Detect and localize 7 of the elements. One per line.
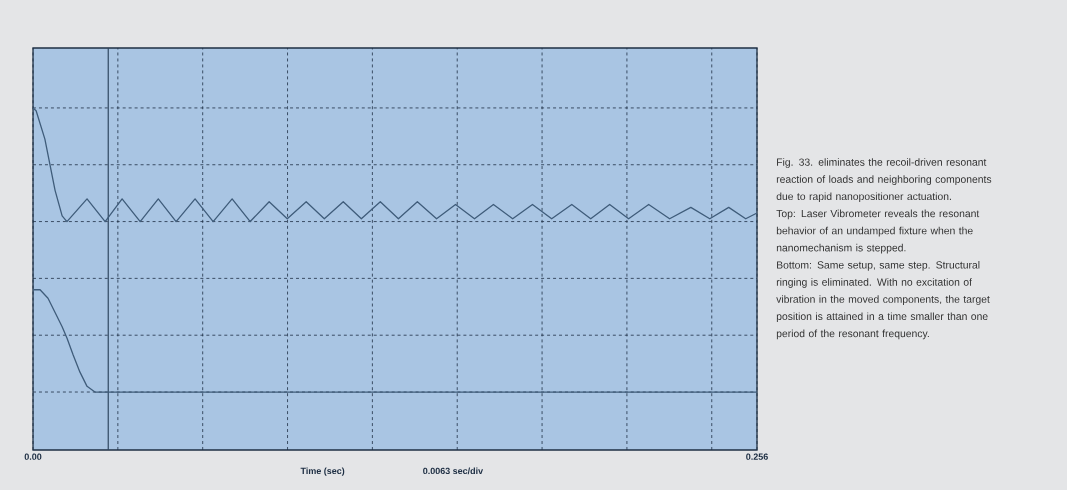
text: 0.0063 sec/div	[423, 467, 484, 475]
x-axis-title: Time (sec)	[300, 467, 345, 476]
caption: Fig. 33. eliminates the recoil-driven resonant reaction of loads and neighboring components due to rapid nanopositioner actuation.	[776, 158, 992, 203]
text: Top: Laser Vibrometer reveals the resonant behavior of an undamped fixture when the nanomechanism is stepped.	[776, 209, 980, 254]
text: Bottom: Same setup, same step. Structural ringing is eliminated. With no excitation of vibration in the moved components, the target position is attained in a time smaller than one period of the resonant frequency.	[776, 261, 990, 340]
x-tick-label: 0.00	[24, 453, 42, 460]
x-tick-label: 0.256	[746, 453, 768, 460]
